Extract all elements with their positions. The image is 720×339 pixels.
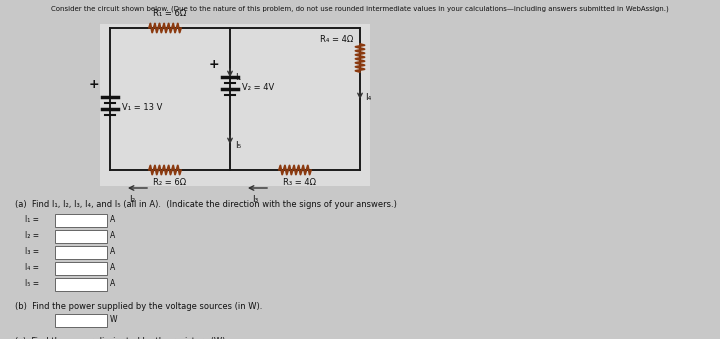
Text: W: W [110, 316, 117, 324]
FancyBboxPatch shape [55, 230, 107, 243]
Text: (b)  Find the power supplied by the voltage sources (in W).: (b) Find the power supplied by the volta… [15, 302, 262, 311]
Text: I₃: I₃ [252, 195, 258, 204]
Text: R₂ = 6Ω: R₂ = 6Ω [153, 178, 186, 187]
Text: I₂: I₂ [129, 195, 135, 204]
Text: +: + [89, 79, 99, 92]
Text: I₁ =: I₁ = [25, 216, 39, 224]
Text: I₅: I₅ [235, 140, 241, 149]
Bar [100, 24, 370, 186]
Text: A: A [110, 232, 115, 240]
Text: I₂ =: I₂ = [25, 232, 39, 240]
Text: A: A [110, 263, 115, 273]
FancyBboxPatch shape [55, 214, 107, 227]
Text: I₅ =: I₅ = [25, 279, 39, 288]
Text: I₃ =: I₃ = [25, 247, 39, 257]
Text: R₄ = 4Ω: R₄ = 4Ω [320, 36, 354, 44]
Text: A: A [110, 247, 115, 257]
Text: I₁: I₁ [235, 74, 241, 82]
Text: Consider the circuit shown below. (Due to the nature of this problem, do not use: Consider the circuit shown below. (Due t… [51, 6, 669, 13]
Text: I₄ =: I₄ = [25, 263, 39, 273]
FancyBboxPatch shape [55, 278, 107, 291]
FancyBboxPatch shape [55, 314, 107, 327]
Text: (a)  Find I₁, I₂, I₃, I₄, and I₅ (all in A).  (Indicate the direction with the s: (a) Find I₁, I₂, I₃, I₄, and I₅ (all in … [15, 200, 397, 209]
Text: +: + [209, 59, 220, 72]
FancyBboxPatch shape [55, 262, 107, 275]
Text: R₁ = 6Ω: R₁ = 6Ω [153, 9, 186, 18]
Text: I₄: I₄ [365, 94, 372, 102]
Text: V₁ = 13 V: V₁ = 13 V [122, 102, 163, 112]
Text: R₃ = 4Ω: R₃ = 4Ω [283, 178, 316, 187]
Text: V₂ = 4V: V₂ = 4V [242, 82, 274, 92]
Text: A: A [110, 216, 115, 224]
FancyBboxPatch shape [55, 246, 107, 259]
Text: (c)  Find the power dissipated by the resistors (W): (c) Find the power dissipated by the res… [15, 337, 225, 339]
Text: A: A [110, 279, 115, 288]
